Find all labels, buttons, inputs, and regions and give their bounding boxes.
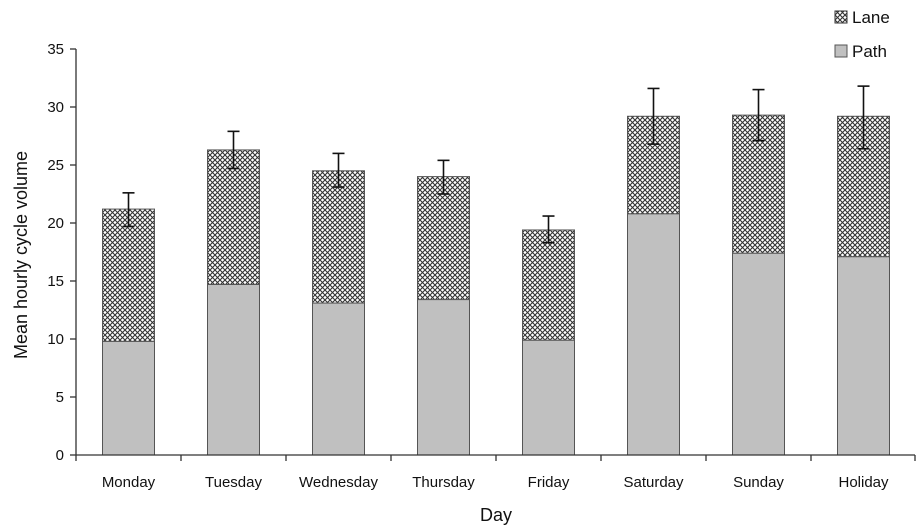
bar-path-friday bbox=[522, 339, 575, 456]
legend-label-path: Path bbox=[852, 42, 887, 61]
y-tick-label: 30 bbox=[47, 99, 64, 116]
y-tick-label: 10 bbox=[47, 331, 64, 348]
bars bbox=[102, 114, 890, 456]
error-bar-sunday bbox=[752, 88, 765, 142]
error-bar-tuesday bbox=[227, 130, 240, 170]
y-axis-title: Mean hourly cycle volume bbox=[11, 151, 31, 359]
error-bar-wednesday bbox=[332, 152, 345, 188]
x-axis: Monday Tuesday Wednesday Thursday Friday Satu… bbox=[75, 454, 916, 491]
x-tick-label: Friday bbox=[528, 474, 570, 491]
legend-swatch-path bbox=[834, 44, 848, 58]
y-tick-label: 35 bbox=[47, 41, 64, 58]
bar-path-holiday bbox=[837, 256, 890, 456]
error-bar-monday bbox=[122, 192, 135, 228]
error-bar-friday bbox=[542, 215, 555, 244]
bar-path-thursday bbox=[417, 299, 470, 456]
bar-lane-monday bbox=[102, 208, 155, 342]
bar-path-sunday bbox=[732, 252, 785, 456]
error-bar-holiday bbox=[857, 85, 870, 150]
y-tick-label: 0 bbox=[56, 447, 64, 464]
bar-path-monday bbox=[102, 340, 155, 456]
x-axis-title: Day bbox=[480, 505, 512, 525]
bar-lane-thursday bbox=[417, 176, 470, 301]
bar-path-tuesday bbox=[207, 283, 260, 456]
bar-lane-wednesday bbox=[312, 170, 365, 304]
error-bar-saturday bbox=[647, 87, 660, 145]
error-bar-thursday bbox=[437, 159, 450, 195]
y-tick-label: 5 bbox=[56, 389, 64, 406]
y-axis: 0 5 10 15 20 25 30 35 bbox=[47, 41, 77, 464]
y-tick-label: 20 bbox=[47, 215, 64, 232]
bar-path-wednesday bbox=[312, 302, 365, 456]
bar-lane-tuesday bbox=[207, 149, 260, 285]
error-bars bbox=[122, 85, 870, 244]
x-tick-label: Sunday bbox=[733, 474, 784, 491]
x-tick-label: Wednesday bbox=[299, 474, 378, 491]
x-tick-label: Tuesday bbox=[205, 474, 262, 491]
x-tick-label: Monday bbox=[102, 474, 156, 491]
y-tick-label: 15 bbox=[47, 273, 64, 290]
x-tick-label: Holiday bbox=[838, 474, 889, 491]
legend-label-lane: Lane bbox=[852, 8, 890, 27]
y-tick-label: 25 bbox=[47, 157, 64, 174]
bar-lane-friday bbox=[522, 229, 575, 341]
legend: Lane Path bbox=[834, 8, 890, 61]
legend-swatch-lane bbox=[834, 10, 848, 24]
x-tick-label: Thursday bbox=[412, 474, 475, 491]
bar-path-saturday bbox=[627, 213, 680, 456]
x-tick-label: Saturday bbox=[623, 474, 684, 491]
